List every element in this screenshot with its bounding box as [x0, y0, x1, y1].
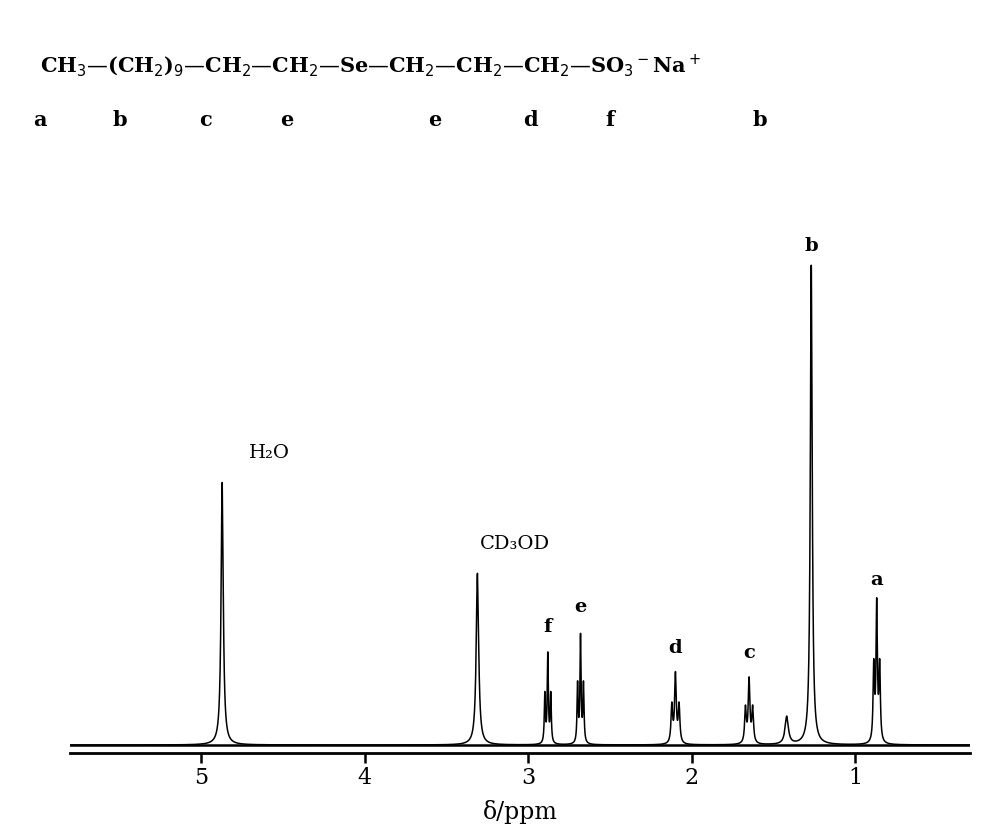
Text: CH$_3$—(CH$_2$)$_9$—CH$_2$—CH$_2$—Se—CH$_2$—CH$_2$—CH$_2$—SO$_3$$^-$Na$^+$: CH$_3$—(CH$_2$)$_9$—CH$_2$—CH$_2$—Se—CH$… — [40, 53, 701, 79]
Text: f: f — [606, 110, 614, 130]
Text: H₂O: H₂O — [249, 444, 290, 462]
Text: e: e — [574, 598, 587, 616]
Text: b: b — [753, 110, 767, 130]
X-axis label: δ/ppm: δ/ppm — [483, 801, 557, 825]
Text: b: b — [804, 237, 818, 256]
Text: b: b — [113, 110, 127, 130]
Text: CD₃OD: CD₃OD — [480, 535, 550, 553]
Text: d: d — [669, 638, 682, 657]
Text: d: d — [523, 110, 537, 130]
Text: c: c — [743, 643, 755, 662]
Text: a: a — [870, 571, 883, 589]
Text: f: f — [544, 619, 552, 637]
Text: e: e — [280, 110, 294, 130]
Text: e: e — [428, 110, 442, 130]
Text: a: a — [33, 110, 47, 130]
Text: c: c — [199, 110, 211, 130]
